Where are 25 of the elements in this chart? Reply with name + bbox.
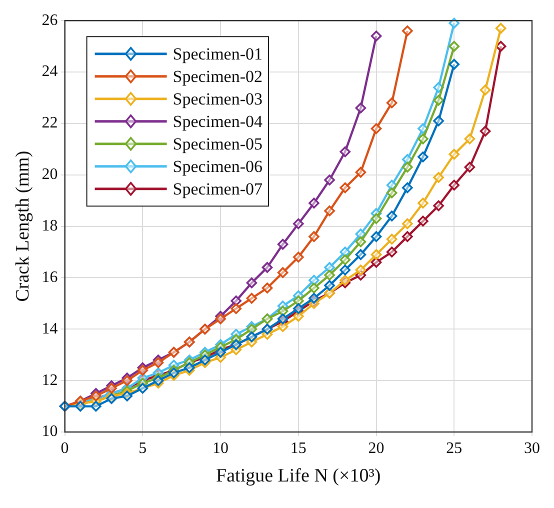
legend-label: Specimen-05 (172, 134, 263, 154)
legend-label: Specimen-04 (172, 112, 263, 131)
x-tick-label: 5 (138, 440, 147, 457)
x-tick-label: 0 (60, 440, 69, 457)
x-tick-label: 15 (290, 440, 306, 457)
x-tick-label: 10 (212, 440, 229, 457)
x-tick-label: 30 (524, 440, 540, 457)
y-tick-label: 14 (42, 320, 58, 338)
y-tick-label: 18 (42, 218, 58, 235)
y-tick-label: 20 (42, 166, 58, 184)
y-tick-label: 24 (42, 63, 58, 80)
y-tick-label: 10 (42, 423, 58, 440)
x-tick-label: 25 (446, 440, 462, 457)
x-axis-title: Fatigue Life N (×10³) (216, 466, 381, 487)
legend-label: Specimen-02 (172, 66, 263, 86)
y-tick-label: 22 (42, 114, 58, 132)
y-tick-label: 16 (42, 268, 58, 286)
legend-label: Specimen-03 (172, 89, 263, 108)
legend-label: Specimen-06 (172, 156, 263, 176)
y-axis-title: Crack Length (mm) (12, 150, 34, 302)
x-tick-label: 20 (368, 440, 384, 457)
y-tick-label: 26 (42, 12, 58, 29)
y-tick-label: 12 (42, 372, 58, 389)
legend-label: Specimen-01 (172, 44, 263, 64)
legend-label: Specimen-07 (172, 179, 263, 198)
